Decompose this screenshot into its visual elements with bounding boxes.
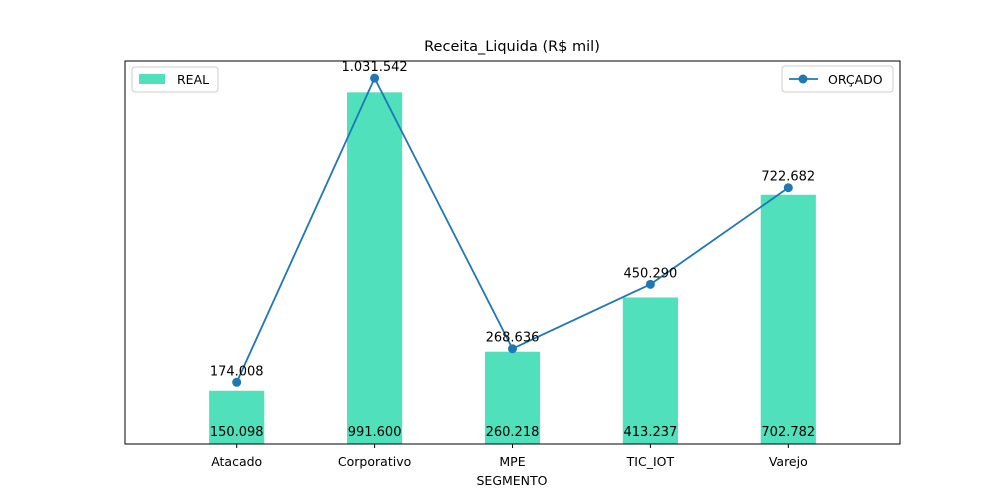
orcado-value-label: 268.636	[486, 331, 540, 346]
bar-real-tic-iot	[622, 297, 678, 444]
legend-real-swatch	[139, 74, 165, 84]
x-tick-label: Atacado	[211, 454, 262, 469]
bar-real-corporativo	[347, 92, 403, 445]
legend-orcado-marker	[798, 74, 808, 84]
x-axis-label: SEGMENTO	[476, 473, 547, 488]
bar-value-label: 260.218	[486, 425, 540, 440]
orcado-point-labels: 174.008 1.031.542 268.636 450.290 722.682	[210, 60, 815, 379]
x-tick-label: TIC_IOT	[626, 454, 675, 469]
bar-value-label: 702.782	[761, 425, 815, 440]
x-axis-ticks: Atacado Corporativo MPE TIC_IOT Varejo	[211, 444, 808, 469]
bar-value-label: 413.237	[624, 425, 678, 440]
orcado-value-label: 1.031.542	[342, 60, 408, 75]
legend-real-label: REAL	[177, 72, 209, 87]
real-bars	[209, 92, 816, 445]
orcado-marker	[645, 279, 655, 289]
orcado-marker	[783, 183, 793, 193]
orcado-value-label: 722.682	[761, 170, 815, 185]
legend-real: REAL	[131, 66, 219, 93]
orcado-marker	[232, 377, 242, 387]
legend-orcado: ORÇADO	[781, 65, 894, 93]
orcado-value-label: 450.290	[624, 266, 678, 281]
bar-real-varejo	[760, 194, 816, 444]
orcado-marker	[508, 344, 517, 354]
legend-orcado-label: ORÇADO	[828, 72, 883, 87]
bar-real-atacado	[209, 390, 265, 444]
orcado-marker	[370, 73, 380, 83]
bar-real-mpe	[484, 351, 541, 444]
bar-value-label: 991.600	[348, 425, 402, 440]
x-tick-label: MPE	[499, 454, 525, 469]
x-tick-label: Varejo	[769, 454, 808, 469]
chart-title: Receita_Liquida (R$ mil)	[424, 39, 600, 55]
orcado-value-label: 174.008	[210, 364, 264, 379]
bar-value-label: 150.098	[210, 425, 264, 440]
x-tick-label: Corporativo	[338, 454, 411, 469]
orcado-line-series	[232, 73, 793, 387]
real-bar-labels: 150.098 991.600 260.218 413.237 702.782	[210, 425, 815, 440]
